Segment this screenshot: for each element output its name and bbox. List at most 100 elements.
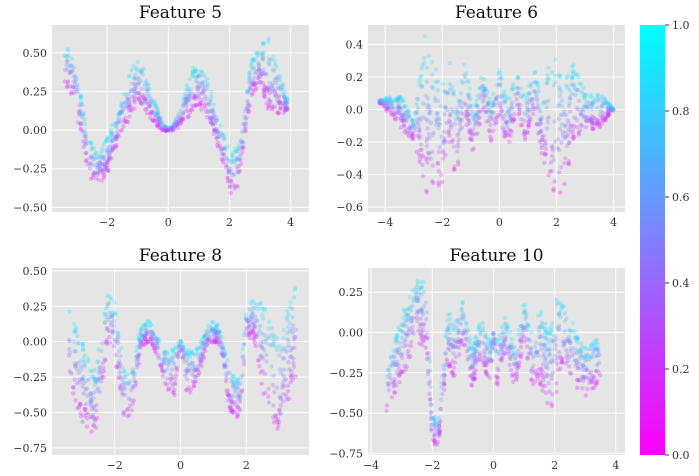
data-point — [82, 133, 87, 139]
data-point — [408, 339, 414, 345]
data-point — [580, 386, 585, 391]
data-point — [411, 124, 416, 129]
data-point — [202, 333, 208, 338]
data-point — [398, 100, 403, 105]
data-point — [216, 134, 221, 139]
data-point — [136, 352, 142, 358]
data-point — [278, 74, 284, 79]
data-point — [461, 112, 466, 117]
data-point — [208, 97, 213, 102]
data-point — [264, 71, 269, 77]
data-point — [209, 120, 214, 125]
data-point — [231, 183, 236, 188]
data-point — [532, 369, 538, 374]
data-point — [157, 121, 163, 126]
data-point — [160, 367, 165, 372]
data-point — [151, 346, 157, 351]
data-point — [117, 359, 122, 364]
data-point — [273, 93, 278, 98]
data-point — [136, 336, 141, 342]
data-point — [110, 138, 115, 143]
data-point — [399, 369, 404, 375]
data-point — [441, 377, 447, 382]
data-point — [392, 359, 397, 365]
data-point — [276, 423, 281, 428]
data-point — [98, 368, 103, 373]
data-point — [109, 147, 115, 153]
data-point — [475, 93, 480, 99]
data-point — [196, 367, 201, 373]
data-point — [514, 377, 519, 382]
data-point — [117, 112, 122, 118]
data-point — [598, 108, 604, 114]
data-point — [515, 90, 520, 96]
data-point — [431, 433, 436, 438]
data-point — [584, 99, 589, 104]
data-point — [269, 364, 274, 369]
data-point — [389, 99, 395, 105]
data-point — [91, 157, 96, 162]
data-point — [396, 110, 401, 115]
data-point — [437, 117, 442, 122]
data-point — [450, 137, 455, 143]
data-point — [567, 101, 572, 106]
data-point — [105, 317, 110, 322]
data-point — [190, 69, 196, 74]
data-point — [236, 145, 241, 151]
data-point — [291, 323, 296, 328]
data-point — [432, 415, 438, 420]
data-point — [99, 161, 105, 166]
data-point — [290, 330, 295, 335]
data-point — [506, 345, 511, 350]
data-point — [503, 99, 508, 105]
data-point — [392, 389, 397, 395]
data-point — [410, 118, 415, 123]
data-point — [155, 119, 161, 124]
data-point — [259, 306, 265, 311]
data-point — [508, 356, 513, 362]
data-point — [271, 68, 277, 73]
data-point — [234, 149, 239, 154]
data-point — [575, 377, 580, 383]
data-point — [235, 166, 240, 172]
data-point — [79, 376, 85, 382]
data-point — [384, 104, 390, 109]
data-point — [444, 318, 450, 323]
data-point — [434, 111, 440, 116]
data-point — [155, 345, 161, 350]
data-point — [387, 97, 392, 103]
data-point — [535, 131, 541, 136]
data-point — [88, 394, 94, 399]
data-point — [132, 88, 137, 94]
data-point — [169, 125, 175, 131]
data-point — [574, 87, 580, 93]
data-point — [165, 387, 171, 392]
data-point — [431, 180, 436, 186]
data-point — [553, 342, 558, 348]
data-point — [223, 379, 229, 384]
data-point — [80, 376, 85, 382]
data-point — [101, 374, 106, 380]
data-point — [161, 350, 167, 355]
data-point — [74, 89, 80, 95]
data-point — [255, 75, 261, 81]
data-point — [285, 100, 290, 105]
data-point — [493, 347, 498, 352]
data-point — [500, 331, 506, 336]
data-point — [238, 399, 243, 404]
data-point — [251, 325, 256, 330]
data-point — [163, 125, 169, 131]
data-point — [602, 97, 608, 103]
data-point — [73, 349, 79, 354]
data-point — [470, 147, 475, 153]
data-point — [502, 315, 508, 321]
data-point — [148, 115, 153, 121]
data-point — [437, 433, 442, 439]
data-point — [282, 378, 287, 383]
data-point — [84, 158, 89, 163]
data-point — [194, 102, 199, 108]
data-point — [391, 348, 396, 354]
data-point — [553, 139, 558, 145]
data-point — [116, 331, 121, 336]
data-point — [103, 312, 109, 317]
